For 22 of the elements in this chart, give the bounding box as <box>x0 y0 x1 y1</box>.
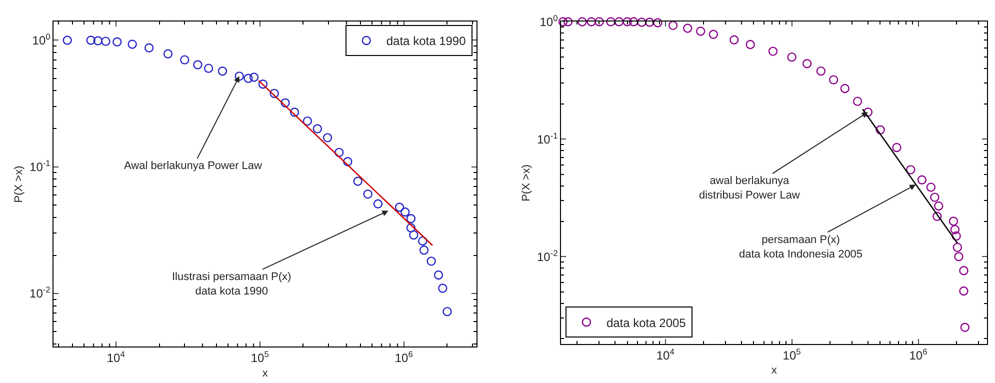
y-tick-label: 10$^{0}$ <box>540 12 558 29</box>
x-tick-label: 10$^{4}$ <box>656 346 675 363</box>
annotation: awal berlakunya distribusi Power Law <box>699 175 800 202</box>
y-tick-label: 10$^{-1}$ <box>536 130 558 146</box>
legend-label: data kota 2005 <box>606 316 686 330</box>
y-tick-label: 10$^{-2}$ <box>30 284 51 301</box>
x-tick-label: 10$^{6}$ <box>909 346 928 363</box>
x-axis-title: x <box>771 364 778 377</box>
y-tick-label: 10$^{0}$ <box>32 31 51 48</box>
x-tick-label: 10$^{5}$ <box>782 346 802 363</box>
annotation: persamaan P(x) data kota Indonesia 2005 <box>739 234 863 260</box>
y-tick-label: 10$^{-1}$ <box>30 158 51 174</box>
x-tick-label: 10$^{4}$ <box>106 349 126 366</box>
annotation: Ilustrasi persamaan P(x) data kota 1990 <box>172 271 292 298</box>
y-axis-title: P(X >x) <box>13 166 26 203</box>
y-axis-title: P(X >x) <box>520 164 533 202</box>
annotation: Awal berlakunya Power Law <box>124 160 262 172</box>
x-axis-title: x <box>262 367 268 380</box>
legend-label: data kota 1990 <box>386 34 466 48</box>
y-tick-label: 10$^{-2}$ <box>536 248 558 264</box>
x-tick-label: 10$^{5}$ <box>250 349 270 366</box>
x-tick-label: 10$^{6}$ <box>394 349 414 366</box>
